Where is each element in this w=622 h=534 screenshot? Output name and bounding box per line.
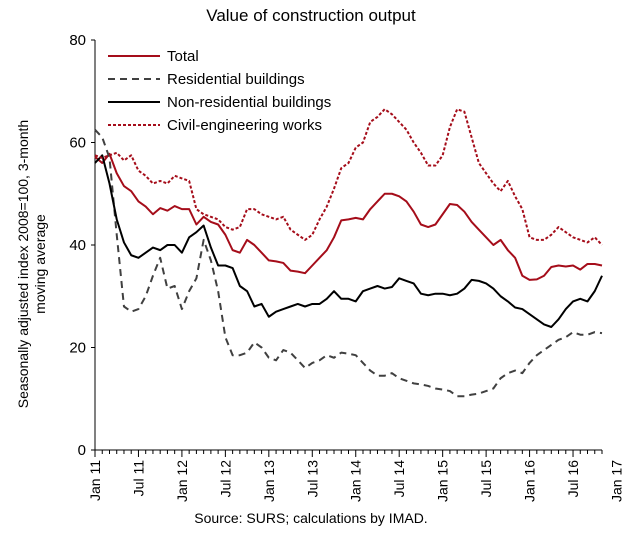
series-line-1 [94, 152, 603, 281]
x-tick-label: Jul 13 [304, 460, 320, 498]
legend: Total Residential buildings Non-residentia… [108, 48, 331, 134]
legend-label-1: Total [167, 48, 199, 65]
y-tick-label: 60 [69, 135, 86, 152]
y-tick-label: 0 [78, 442, 86, 459]
legend-label-3: Non-residential buildings [167, 94, 331, 111]
x-tick-label: Jan 14 [348, 460, 364, 502]
series-line-3 [94, 154, 603, 328]
source-note: Source: SURS; calculations by IMAD. [194, 510, 428, 526]
legend-label-2: Residential buildings [167, 71, 305, 88]
x-tick-label: Jul 12 [217, 460, 233, 498]
x-tick-label: Jan 13 [261, 460, 277, 502]
x-tick-label: Jan 16 [522, 460, 538, 502]
y-tick-label: 80 [69, 32, 86, 49]
x-tick-label: Jan 17 [608, 460, 622, 502]
series-line-2 [94, 129, 603, 398]
axes: 0 20 40 60 80 Jan 11 Jul 11 Jan 12 Jul 12 Jan 13 J… [69, 32, 622, 502]
x-tick-label: Jan 12 [174, 460, 190, 502]
x-tick-label: Jan 15 [435, 460, 451, 502]
y-tick-label: 40 [69, 237, 86, 254]
x-tick-label: Jul 15 [478, 460, 494, 498]
series-line-4 [94, 108, 603, 246]
legend-label-4: Civil-engineering works [167, 117, 322, 134]
x-tick-label: Jul 11 [130, 460, 146, 497]
x-tick-label: Jul 14 [391, 460, 407, 498]
x-tick-label: Jul 16 [565, 460, 581, 498]
series-lines [94, 108, 603, 398]
chart-title: Value of construction output [206, 6, 416, 25]
x-tick-label: Jan 11 [87, 460, 103, 501]
y-tick-label: 20 [69, 340, 86, 357]
